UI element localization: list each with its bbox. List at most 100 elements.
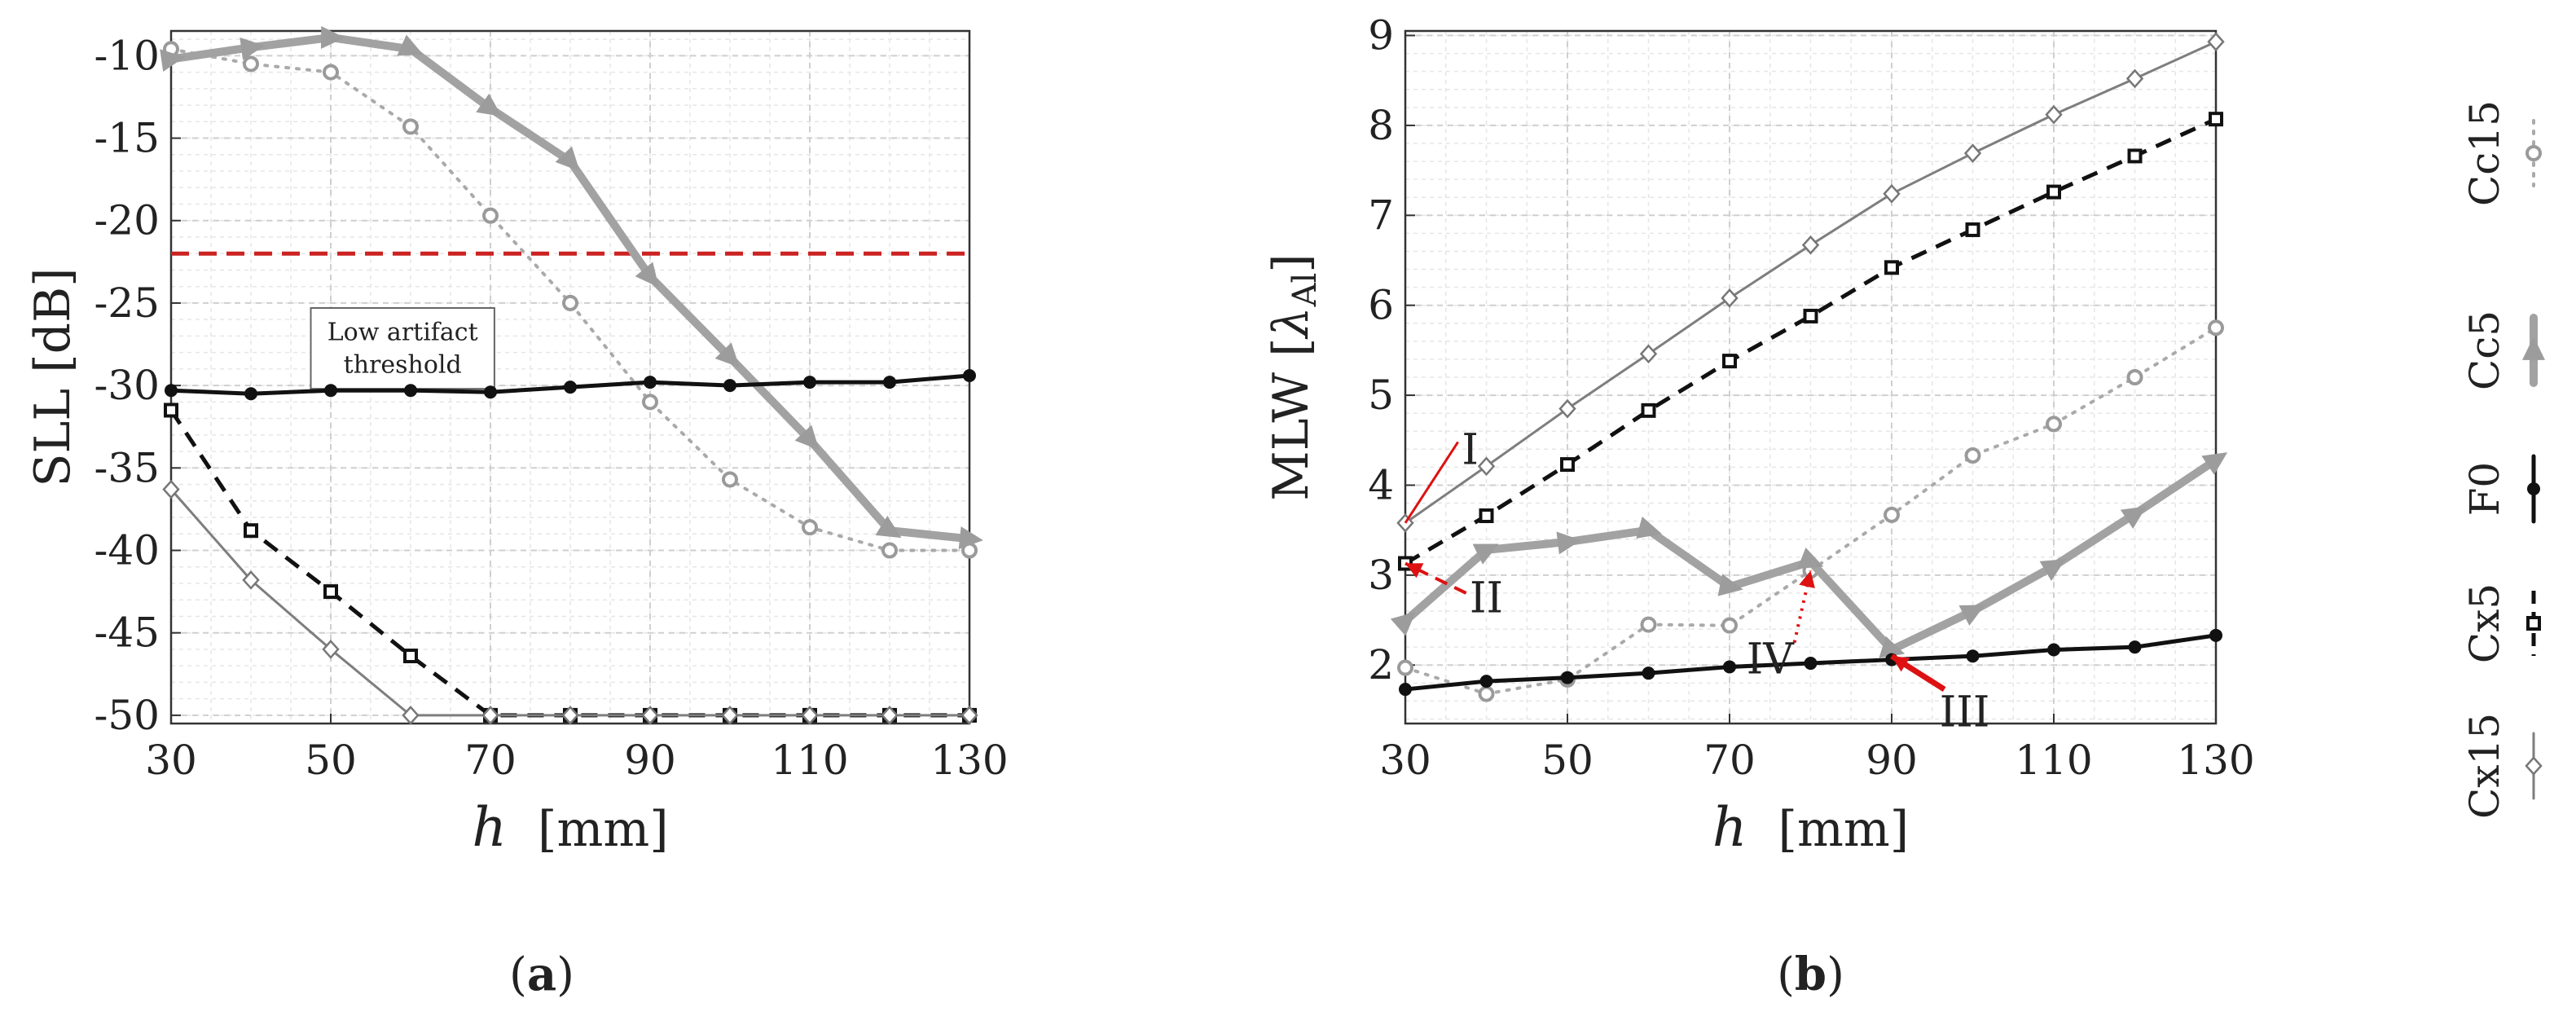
data-point bbox=[635, 262, 659, 288]
y-tick-label: -30 bbox=[94, 362, 160, 409]
y-tick-label: 6 bbox=[1368, 282, 1394, 329]
legend-marker bbox=[2525, 756, 2543, 776]
data-point bbox=[2209, 628, 2222, 642]
data-point bbox=[402, 118, 419, 135]
y-axis-label-lambda: λ bbox=[1263, 306, 1320, 339]
data-point bbox=[1640, 616, 1657, 633]
data-point bbox=[244, 387, 257, 401]
data-point bbox=[1561, 671, 1574, 684]
y-axis-label-space bbox=[1263, 357, 1320, 372]
annotation-label-ii: II bbox=[1470, 574, 1503, 622]
threshold-label-line1: Low artifact bbox=[327, 319, 478, 347]
legend-marker bbox=[2525, 145, 2542, 161]
data-point bbox=[802, 519, 818, 536]
legend-marker bbox=[2527, 482, 2540, 495]
y-tick-label: -35 bbox=[94, 444, 160, 491]
data-point bbox=[1556, 531, 1581, 555]
x-axis-label-var: h bbox=[1712, 796, 1747, 859]
legend-label: Cc15 bbox=[2461, 100, 2508, 206]
series-cc5 bbox=[1390, 452, 2228, 658]
data-point bbox=[320, 25, 345, 49]
x-axis-label: h [mm] bbox=[472, 796, 668, 859]
data-point bbox=[1803, 308, 1818, 323]
x-tick-label: 110 bbox=[2015, 737, 2092, 784]
data-point bbox=[2128, 640, 2142, 654]
data-point bbox=[555, 146, 580, 172]
data-point bbox=[1879, 636, 1906, 658]
data-point bbox=[2209, 112, 2223, 127]
data-point bbox=[1397, 659, 1413, 676]
y-axis-label-main: MLW bbox=[1263, 372, 1320, 501]
data-point bbox=[803, 376, 816, 389]
x-tick-label: 70 bbox=[1703, 737, 1756, 784]
y-tick-label: 9 bbox=[1368, 12, 1394, 59]
y-tick-label: -45 bbox=[94, 609, 160, 657]
data-point bbox=[1636, 516, 1662, 539]
data-point bbox=[2125, 68, 2144, 89]
data-point bbox=[242, 570, 260, 590]
data-point bbox=[403, 649, 418, 664]
data-point bbox=[1722, 354, 1737, 369]
x-tick-label: 30 bbox=[1379, 737, 1431, 784]
legend-label: F0 bbox=[2461, 462, 2508, 517]
legend-label: Cc5 bbox=[2461, 310, 2508, 390]
data-point bbox=[1477, 456, 1496, 477]
x-tick-label: 70 bbox=[464, 737, 517, 784]
data-point bbox=[1560, 457, 1575, 473]
data-point bbox=[164, 403, 178, 418]
annotation-arrowhead bbox=[1405, 563, 1424, 578]
data-point bbox=[482, 207, 499, 224]
x-axis-label-var: h bbox=[472, 796, 507, 859]
data-point bbox=[323, 584, 338, 600]
data-point bbox=[1801, 235, 1820, 255]
data-point bbox=[2120, 506, 2147, 530]
x-axis-label-space bbox=[507, 801, 538, 858]
annotation-pointer-i bbox=[1404, 441, 1459, 524]
data-point bbox=[723, 379, 736, 393]
data-point bbox=[2127, 148, 2143, 164]
data-point bbox=[1883, 183, 1901, 204]
data-point bbox=[961, 706, 978, 725]
data-point bbox=[722, 471, 738, 488]
annotation-pointer-ii bbox=[1404, 561, 1467, 595]
panel-label-letter: a bbox=[527, 948, 556, 1001]
y-axis-label-bracket-close: ] bbox=[1263, 253, 1320, 272]
data-point bbox=[2045, 104, 2063, 125]
data-point bbox=[1721, 288, 1739, 308]
legend-entry-cc15: Cc15 bbox=[2461, 100, 2542, 206]
series-cx15 bbox=[1396, 32, 2225, 533]
x-tick-label: 30 bbox=[145, 737, 197, 784]
x-tick-label: 90 bbox=[624, 737, 676, 784]
panel-label-open: ( bbox=[1777, 948, 1795, 1001]
data-point bbox=[402, 706, 420, 725]
data-point bbox=[240, 37, 265, 60]
data-point bbox=[2046, 416, 2062, 433]
data-point bbox=[1884, 260, 1899, 275]
annotation-arrowhead bbox=[1799, 570, 1815, 589]
data-point bbox=[1479, 675, 1493, 688]
x-tick-label: 90 bbox=[1866, 737, 1918, 784]
y-tick-label: -20 bbox=[94, 197, 160, 244]
data-point bbox=[561, 706, 579, 725]
annotation-arrowhead bbox=[1892, 656, 1910, 672]
series-cc5 bbox=[160, 25, 983, 550]
data-point bbox=[1966, 649, 1980, 663]
data-point bbox=[323, 64, 339, 81]
panel-label: (b) bbox=[1777, 948, 1844, 1001]
series-f0 bbox=[165, 368, 976, 401]
data-point bbox=[2208, 319, 2224, 337]
panel-label-close: ) bbox=[1826, 948, 1844, 1001]
data-point bbox=[404, 384, 417, 398]
data-point bbox=[162, 479, 180, 499]
legend-entry-f0: F0 bbox=[2461, 454, 2540, 524]
panel-a: 30 50 70 90 110 130 -10 -15 -20 -25 -30 -35 -40 -45 -5… bbox=[24, 25, 1009, 1001]
legend-entry-cx15: Cx15 bbox=[2461, 713, 2543, 819]
x-tick-label: 110 bbox=[771, 737, 848, 784]
x-tick-label: 130 bbox=[930, 737, 1008, 784]
panel-label-open: ( bbox=[509, 948, 527, 1001]
legend-label: Cx15 bbox=[2461, 713, 2508, 819]
data-point bbox=[641, 706, 659, 725]
